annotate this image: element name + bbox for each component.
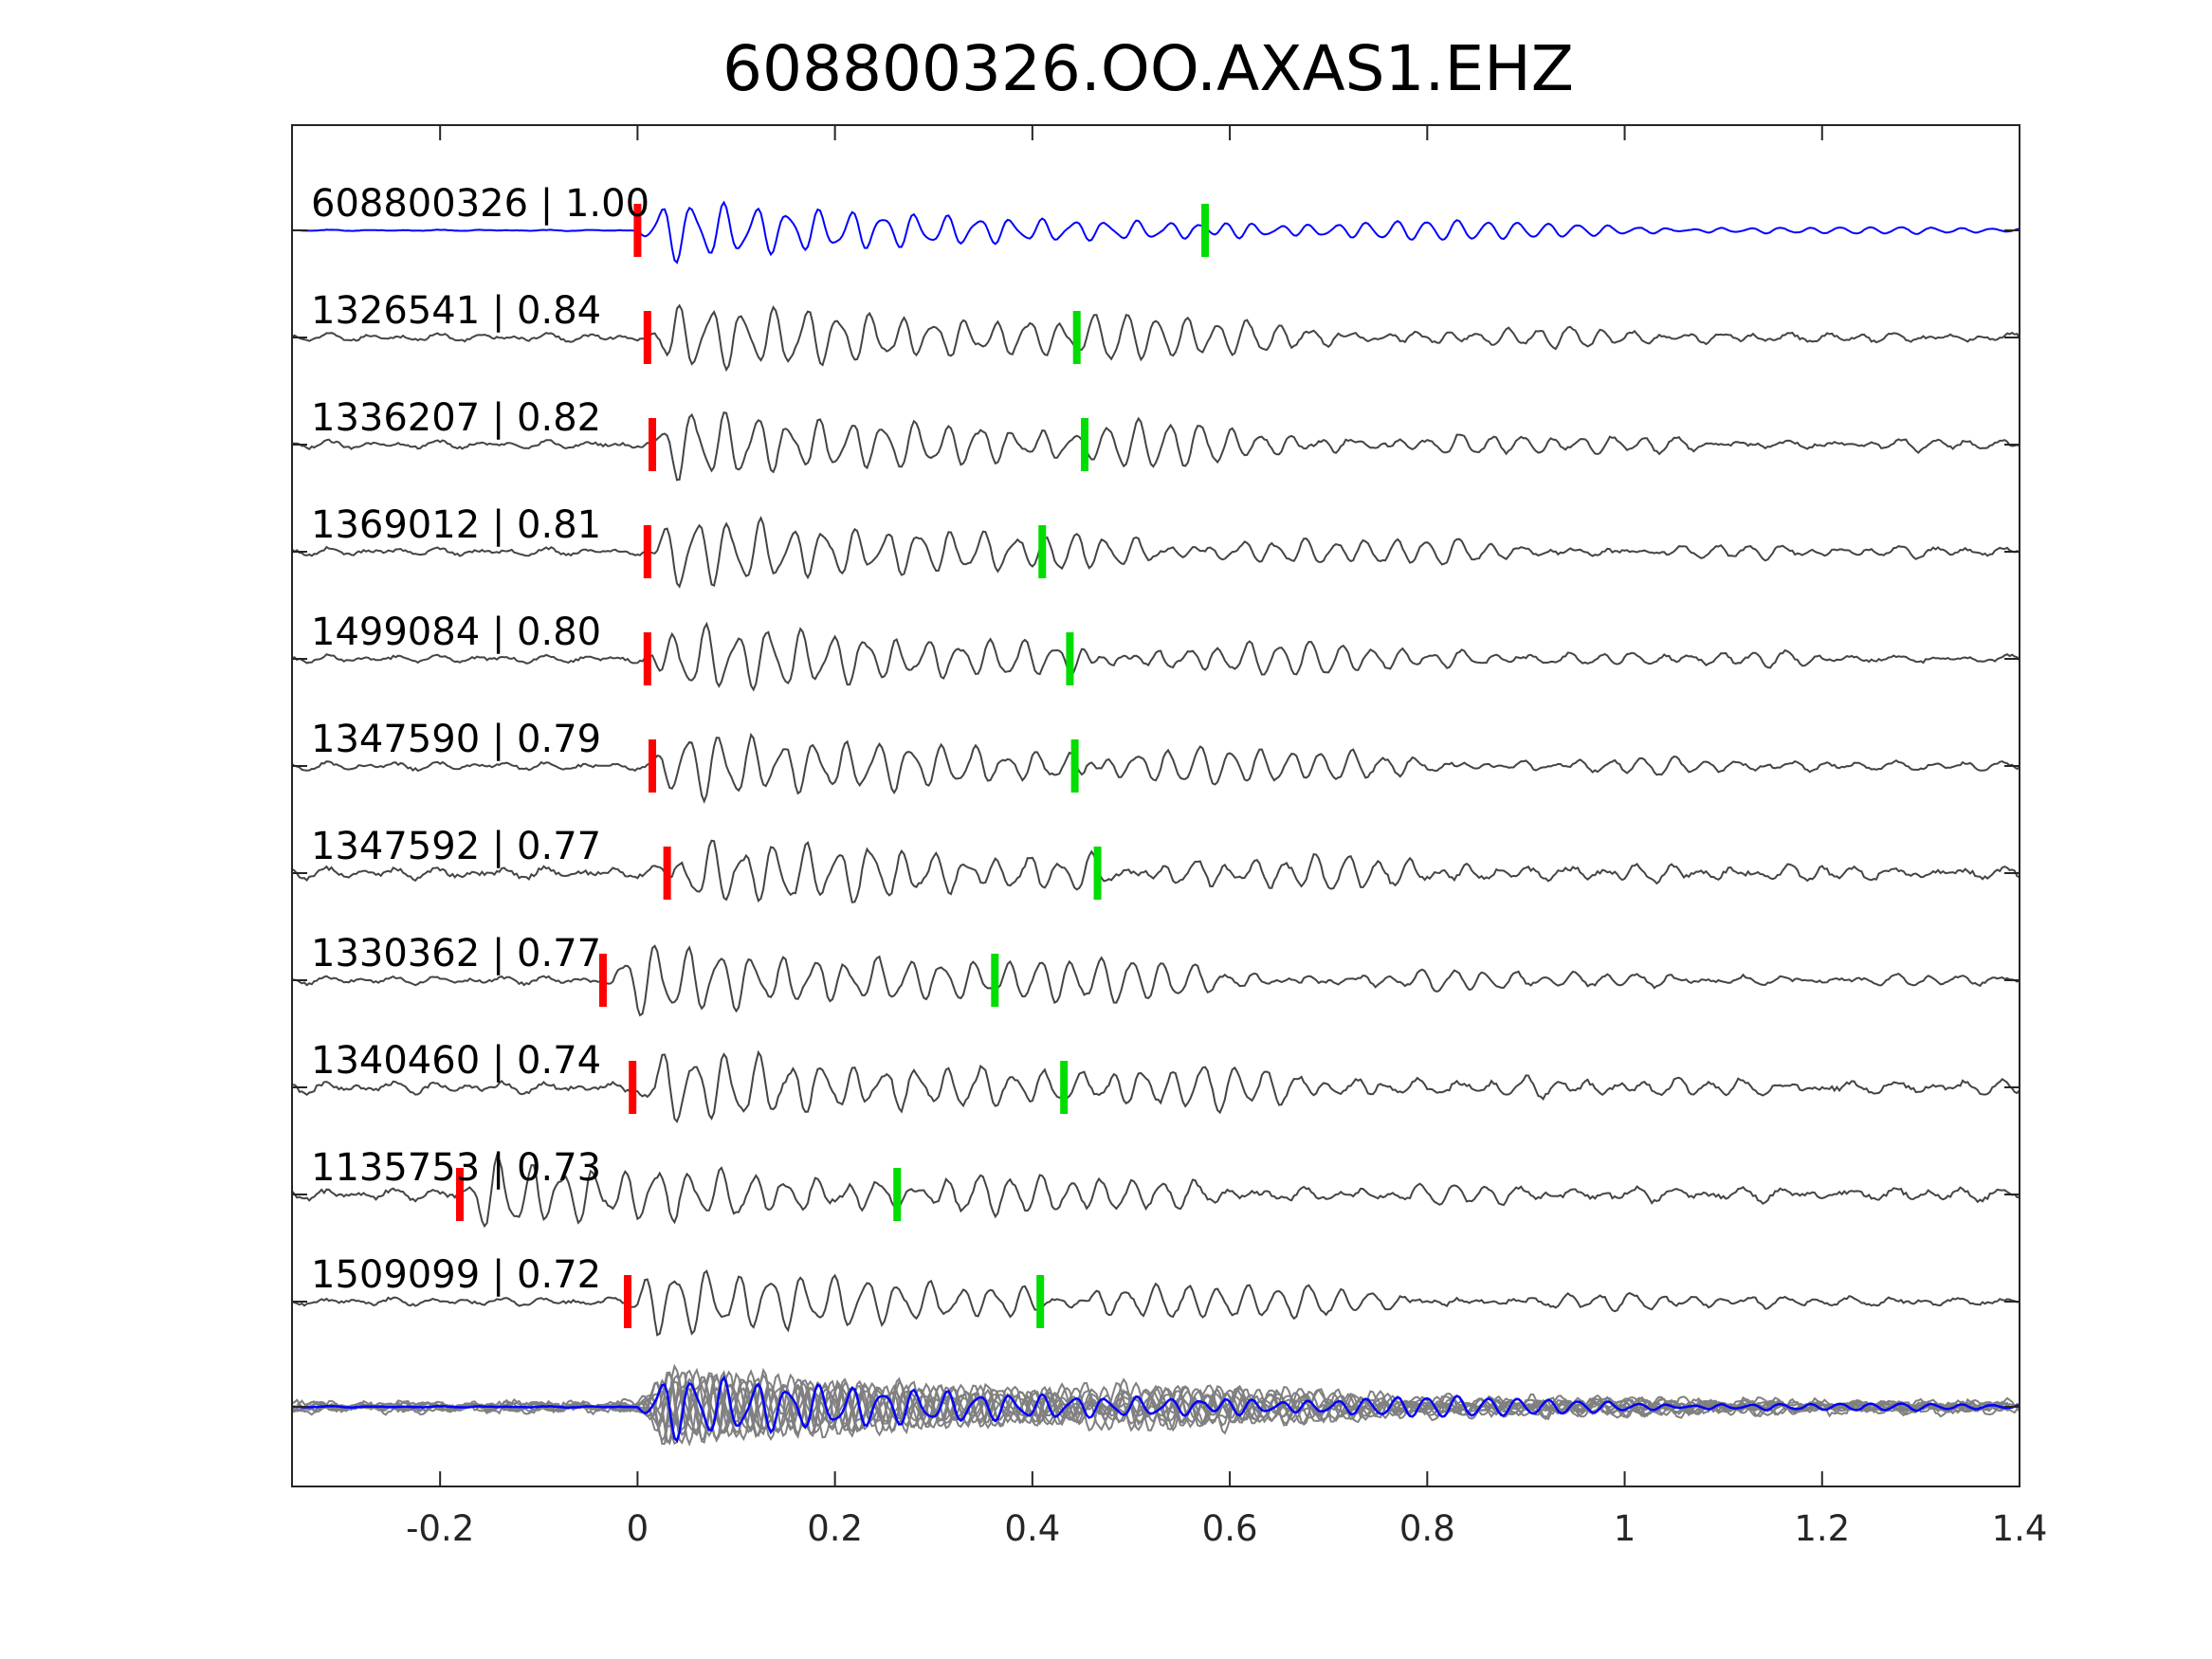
- y-axis-ticks: [292, 229, 2020, 1408]
- trace-label: 1326541 | 0.84: [311, 289, 601, 333]
- pick-layer: [455, 204, 1210, 1328]
- trace-label: 1509099 | 0.72: [311, 1253, 601, 1297]
- s-pick-marker: [1038, 525, 1047, 578]
- p-pick-marker: [649, 739, 657, 793]
- p-pick-marker: [663, 847, 671, 900]
- trace-line: [292, 516, 2020, 589]
- x-tick-label: 1.2: [1794, 1508, 1850, 1549]
- p-pick-marker: [598, 954, 607, 1007]
- trace-label: 1330362 | 0.77: [311, 932, 601, 975]
- trace-label: 608800326 | 1.00: [311, 182, 649, 226]
- s-pick-marker: [1093, 847, 1102, 900]
- trace-line: [292, 1269, 2020, 1337]
- trace-line: [292, 411, 2020, 482]
- trace-line: [292, 303, 2020, 373]
- trace-layer: [292, 200, 2020, 1447]
- x-tick-label: 1: [1614, 1508, 1636, 1549]
- p-pick-marker: [629, 1061, 637, 1114]
- s-pick-marker: [1036, 1275, 1045, 1328]
- p-pick-marker: [643, 525, 651, 578]
- x-axis: -0.2 0 0.2 0.4 0.6 0.8 1 1.2 1.4: [406, 125, 2047, 1549]
- trace-label: 1340460 | 0.74: [311, 1039, 601, 1083]
- trace-line: [292, 200, 2020, 264]
- x-tick-label: 0: [627, 1508, 649, 1549]
- trace-line: [292, 1049, 2020, 1124]
- p-pick-marker: [643, 311, 651, 364]
- trace-label: 1347590 | 0.79: [311, 718, 601, 761]
- chart-title: 608800326.OO.AXAS1.EHZ: [722, 32, 1574, 105]
- s-pick-marker: [1070, 739, 1079, 793]
- p-pick-marker: [633, 204, 642, 257]
- x-tick-label: 0.4: [1004, 1508, 1060, 1549]
- trace-label: 1347592 | 0.77: [311, 825, 601, 868]
- x-tick-label: 1.4: [1992, 1508, 2048, 1549]
- p-pick-marker: [649, 418, 657, 471]
- s-pick-marker: [991, 954, 999, 1007]
- plot-area: [291, 124, 2020, 1487]
- trace-line: [292, 621, 2020, 692]
- stack-overlay: [292, 1363, 2020, 1447]
- trace-label: 1369012 | 0.81: [311, 503, 601, 547]
- s-pick-marker: [1081, 418, 1089, 471]
- trace-label: 1499084 | 0.80: [311, 611, 601, 654]
- p-pick-marker: [643, 632, 651, 685]
- trace-line: [292, 839, 2020, 903]
- trace-line: [292, 944, 2020, 1017]
- s-pick-marker: [1060, 1061, 1069, 1114]
- trace-label: 1135753 | 0.73: [311, 1146, 601, 1190]
- s-pick-marker: [1066, 632, 1074, 685]
- stack-template-line: [292, 1375, 2020, 1443]
- x-tick-label: 0.6: [1202, 1508, 1258, 1549]
- x-tick-label: -0.2: [406, 1508, 474, 1549]
- p-pick-marker: [623, 1275, 631, 1328]
- p-pick-marker: [455, 1168, 464, 1221]
- x-tick-label: 0.8: [1399, 1508, 1455, 1549]
- s-pick-marker: [1201, 204, 1210, 257]
- s-pick-marker: [893, 1168, 902, 1221]
- trace-line: [292, 1153, 2020, 1229]
- trace-label-layer: 608800326 | 1.00 1326541 | 0.84 1336207 | …: [311, 182, 649, 1297]
- x-tick-label: 0.2: [807, 1508, 863, 1549]
- s-pick-marker: [1072, 311, 1081, 364]
- trace-line: [292, 732, 2020, 805]
- trace-label: 1336207 | 0.82: [311, 396, 601, 440]
